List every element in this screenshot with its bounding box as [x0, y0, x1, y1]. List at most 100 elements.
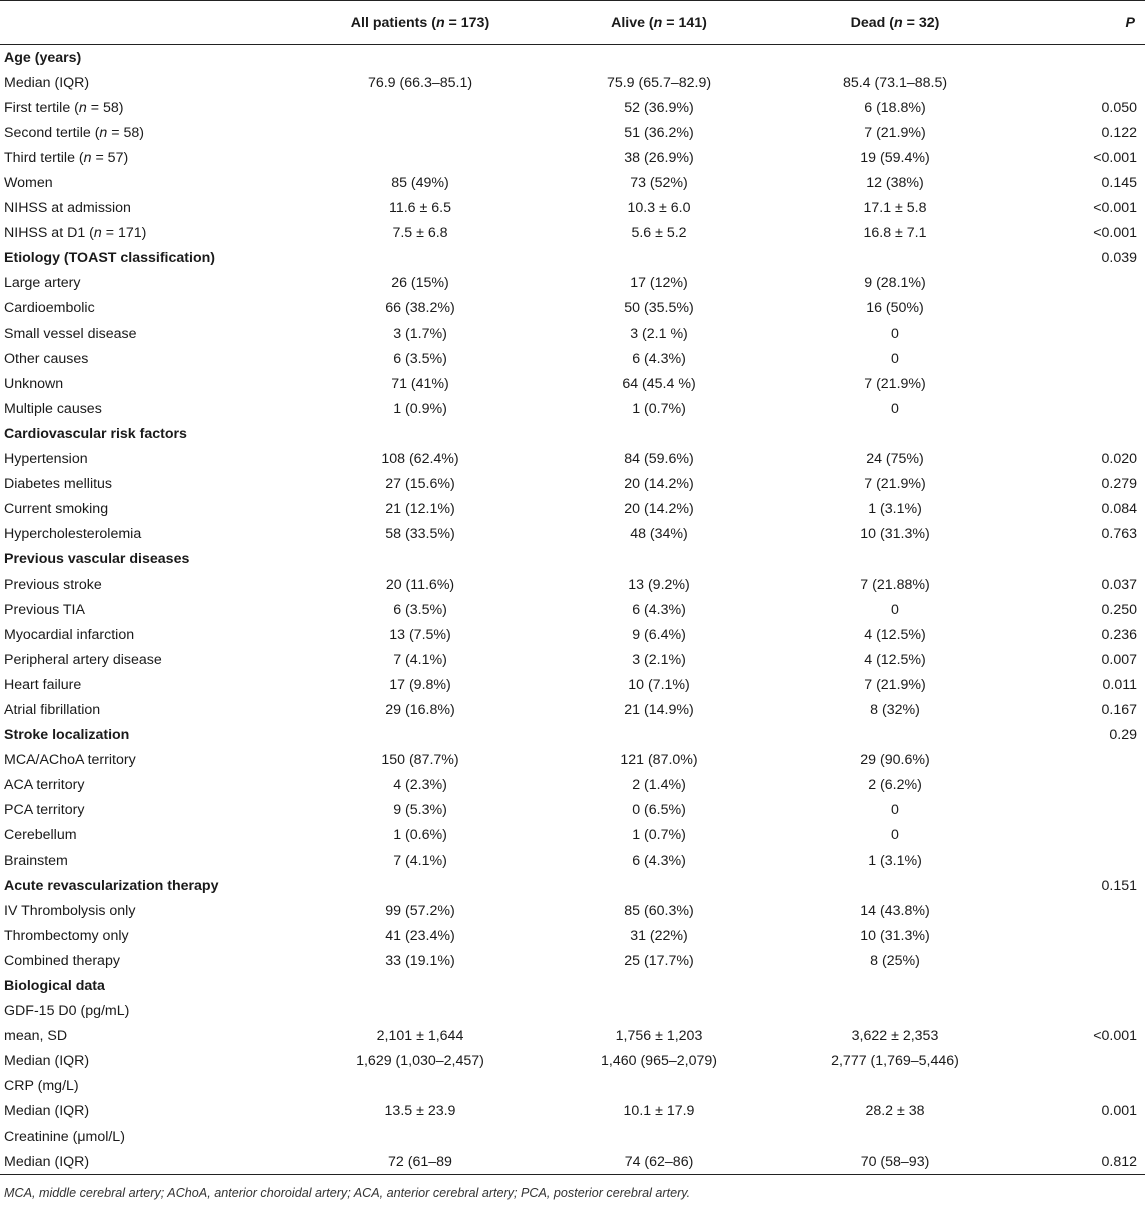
cell-p-value: 0.250	[1101, 601, 1137, 618]
row-label: First tertile (n = 58)	[4, 99, 124, 116]
cell-alive: 50 (35.5%)	[624, 300, 694, 317]
cell-alive: 9 (6.4%)	[632, 626, 686, 643]
table-row: IV Thrombolysis only 99 (57.2%) 85 (60.3%)…	[0, 898, 1145, 923]
cell-alive: 6 (4.3%)	[632, 601, 686, 618]
table-row: Median (IQR) 13.5 ± 23.9 10.1 ± 17.9 28.2 ±…	[0, 1099, 1145, 1124]
cell-dead: 7 (21.9%)	[864, 676, 926, 693]
cell-alive: 5.6 ± 5.2	[631, 225, 687, 242]
table-row: Thrombectomy only 41 (23.4%) 31 (22%) 10 (3…	[0, 923, 1145, 948]
cell-p-value: 0.037	[1101, 576, 1137, 593]
cell-dead	[764, 873, 1026, 898]
cell-p-value: 0.039	[1101, 250, 1137, 267]
cell-p-value: 0.050	[1101, 99, 1137, 116]
section-header-row: Cardiovascular risk factors	[0, 421, 1145, 446]
section-title: Cardiovascular risk factors	[4, 425, 187, 442]
cell-p-value: 0.011	[1102, 676, 1137, 693]
cell-p-value	[1026, 773, 1145, 798]
row-label: Large artery	[4, 275, 81, 292]
cell-all-patients	[286, 873, 554, 898]
cell-dead: 7 (21.9%)	[864, 375, 926, 392]
cell-dead: 70 (58–93)	[764, 1149, 1026, 1176]
table-row: Atrial fibrillation 29 (16.8%) 21 (14.9%) 8…	[0, 697, 1145, 722]
cell-p-value	[1026, 748, 1145, 773]
cell-dead: 19 (59.4%)	[860, 149, 930, 166]
cell-all-patients	[286, 1124, 554, 1149]
cell-p-value: 0.122	[1101, 124, 1137, 141]
row-label: GDF-15 D0 (pg/mL)	[4, 1003, 130, 1020]
section-title: Acute revascularization therapy	[4, 877, 219, 894]
cell-alive: 51 (36.2%)	[624, 124, 694, 141]
cell-all-patients: 7 (4.1%)	[393, 651, 447, 668]
table-row: Heart failure 17 (9.8%) 10 (7.1%) 7 (21.9%)…	[0, 672, 1145, 697]
cell-p-value	[1026, 45, 1145, 71]
cell-all-patients: 33 (19.1%)	[385, 952, 455, 969]
cell-dead: 17.1 ± 5.8	[863, 200, 927, 217]
cell-dead	[764, 1074, 1026, 1099]
header-alive: Alive (n = 141)	[554, 0, 764, 45]
cell-alive	[554, 547, 764, 572]
row-label: Myocardial infarction	[4, 626, 135, 643]
row-label: Median (IQR)	[4, 1103, 90, 1120]
cell-all-patients: 99 (57.2%)	[385, 902, 455, 919]
cell-p-value	[1026, 70, 1145, 95]
cell-alive	[554, 1074, 764, 1099]
row-label: Cerebellum	[4, 827, 77, 844]
row-label: Hypercholesterolemia	[4, 526, 142, 543]
table-row: Median (IQR) 72 (61–89 74 (62–86) 70 (58–93…	[0, 1149, 1145, 1176]
section-title: Biological data	[4, 978, 105, 995]
table-body: Age (years) Median (IQR) 76.9 (66.3–85.1) 7…	[0, 45, 1145, 1176]
cell-p-value	[1026, 371, 1145, 396]
table-row: Large artery 26 (15%) 17 (12%) 9 (28.1%)	[0, 271, 1145, 296]
cell-all-patients: 20 (11.6%)	[385, 576, 455, 593]
cell-p-value	[1026, 848, 1145, 873]
row-label: Previous stroke	[4, 576, 102, 593]
cell-alive: 1,460 (965–2,079)	[601, 1053, 717, 1070]
cell-alive: 48 (34%)	[630, 526, 688, 543]
table-row: Previous stroke 20 (11.6%) 13 (9.2%) 7 (21.…	[0, 572, 1145, 597]
cell-p-value	[1026, 1074, 1145, 1099]
cell-dead: 7 (21.88%)	[860, 576, 930, 593]
section-header-row: Biological data	[0, 973, 1145, 998]
cell-all-patients	[286, 723, 554, 748]
table-row: Median (IQR) 1,629 (1,030–2,457) 1,460 (96…	[0, 1049, 1145, 1074]
cell-p-value	[1026, 271, 1145, 296]
cell-p-value	[1026, 798, 1145, 823]
cell-alive: 10.1 ± 17.9	[623, 1103, 695, 1120]
cell-dead: 7 (21.9%)	[864, 124, 926, 141]
table-row: Cerebellum 1 (0.6%) 1 (0.7%) 0	[0, 823, 1145, 848]
row-label: Second tertile (n = 58)	[4, 124, 144, 141]
table-row: NIHSS at D1 (n = 171) 7.5 ± 6.8 5.6 ± 5.2 1…	[0, 221, 1145, 246]
row-label: Cardioembolic	[4, 300, 95, 317]
cell-alive: 64 (45.4 %)	[622, 375, 696, 392]
cell-alive: 20 (14.2%)	[624, 476, 694, 493]
cell-all-patients: 108 (62.4%)	[381, 451, 459, 468]
cell-dead: 14 (43.8%)	[860, 902, 930, 919]
cell-alive: 6 (4.3%)	[632, 350, 686, 367]
cell-p-value: 0.236	[1101, 626, 1137, 643]
table-row: Previous TIA 6 (3.5%) 6 (4.3%) 0 0.250	[0, 597, 1145, 622]
cell-dead: 12 (38%)	[866, 175, 924, 192]
table-footnote: MCA, middle cerebral artery; AChoA, ante…	[4, 1186, 691, 1201]
cell-dead: 3,622 ± 2,353	[851, 1028, 939, 1045]
cell-alive: 38 (26.9%)	[624, 149, 694, 166]
cell-all-patients	[286, 421, 554, 446]
cell-alive: 121 (87.0%)	[620, 752, 698, 769]
cell-dead: 1 (3.1%)	[868, 501, 922, 518]
cell-dead	[764, 246, 1026, 271]
row-label: Thrombectomy only	[4, 927, 129, 944]
cell-all-patients: 2,101 ± 1,644	[376, 1028, 464, 1045]
cell-alive: 1,756 ± 1,203	[615, 1028, 703, 1045]
cell-all-patients: 85 (49%)	[391, 175, 449, 192]
cell-alive: 3 (2.1%)	[632, 651, 686, 668]
cell-dead: 0	[891, 400, 899, 417]
table-row: PCA territory 9 (5.3%) 0 (6.5%) 0	[0, 798, 1145, 823]
cell-alive: 0 (6.5%)	[632, 802, 686, 819]
row-label: PCA territory	[4, 802, 85, 819]
cell-dead	[764, 723, 1026, 748]
section-header-row: Etiology (TOAST classification) 0.039	[0, 246, 1145, 271]
cell-all-patients: 72 (61–89	[286, 1149, 554, 1176]
section-title: Age (years)	[4, 49, 82, 66]
table-row: mean, SD 2,101 ± 1,644 1,756 ± 1,203 3,622 …	[0, 1024, 1145, 1049]
row-label: Small vessel disease	[4, 325, 137, 342]
